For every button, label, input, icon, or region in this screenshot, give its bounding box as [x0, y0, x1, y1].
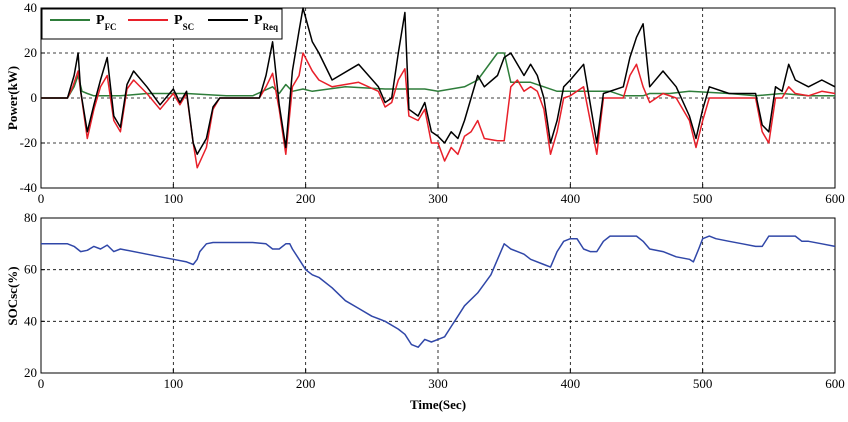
soc-x-tick-label-500: 500	[693, 376, 713, 391]
soc-y-tick-label-60: 60	[24, 262, 37, 277]
power-y-tick-label-20: 20	[24, 45, 37, 60]
legend-box	[41, 8, 283, 40]
power-series-line-p-sc	[41, 52, 836, 169]
power-y-tick-label--20: -20	[20, 135, 37, 150]
power-y-tick-label-40: 40	[24, 0, 37, 15]
soc-y-tick-label-80: 80	[24, 210, 37, 225]
soc-x-tick-label-100: 100	[164, 376, 184, 391]
legend-label-pfc: PFC	[96, 13, 117, 32]
soc-x-tick-label-300: 300	[428, 376, 448, 391]
power-y-axis-label: Power(kW)	[5, 66, 20, 130]
power-series-line-p-fc	[41, 52, 835, 99]
soc-x-tick-label-0: 0	[38, 376, 45, 391]
power-series-group	[41, 7, 836, 169]
power-series-line-p-req	[41, 7, 836, 156]
soc-x-tick-label-200: 200	[296, 376, 316, 391]
power-x-tick-label-600: 600	[825, 191, 845, 206]
power-x-tick-label-300: 300	[428, 191, 448, 206]
soc-y-tick-label-20: 20	[24, 365, 37, 380]
power-x-tick-label-200: 200	[296, 191, 316, 206]
power-x-tick-label-0: 0	[38, 191, 45, 206]
soc-x-axis-label: Time(Sec)	[410, 397, 466, 412]
soc-x-tick-label-400: 400	[561, 376, 581, 391]
power-legend: PFC PSC PReq	[41, 8, 283, 40]
power-y-tick-label--40: -40	[20, 180, 37, 195]
power-subplot: 0 100 200 300 400 500 600 -40 -20 0 20 40 Power(kW)…	[5, 0, 845, 206]
soc-y-tick-label-40: 40	[24, 313, 37, 328]
soc-series-group	[41, 235, 836, 348]
soc-x-tick-label-600: 600	[825, 376, 845, 391]
power-y-tick-label-0: 0	[31, 90, 38, 105]
power-x-tick-label-100: 100	[164, 191, 184, 206]
soc-series-line-socsc	[41, 235, 836, 348]
power-x-tick-label-500: 500	[693, 191, 713, 206]
power-x-tick-label-400: 400	[561, 191, 581, 206]
power-ticks: 0 100 200 300 400 500 600 -40 -20 0 20 40	[20, 0, 845, 206]
legend-label-preq: PReq	[254, 13, 278, 32]
soc-y-axis-label: SOCsc(%)	[5, 266, 20, 325]
soc-ticks: 0 100 200 300 400 500 600 20 40 60 80	[24, 210, 845, 391]
legend-label-psc: PSC	[174, 13, 194, 32]
soc-plot-frame	[40, 217, 836, 374]
soc-grid	[41, 218, 835, 373]
soc-subplot: 0 100 200 300 400 500 600 20 40 60 80 SOCsc(%) Tim…	[5, 210, 845, 412]
